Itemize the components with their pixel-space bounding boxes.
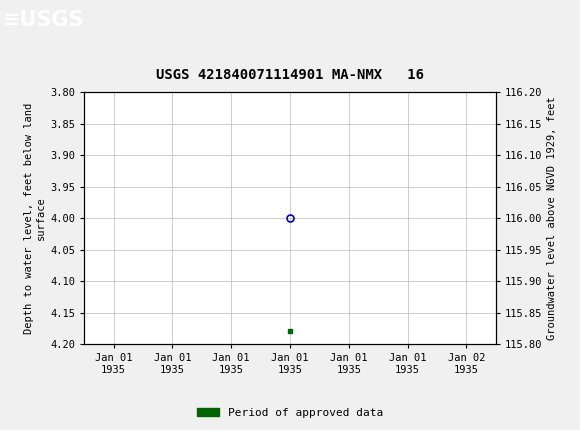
- Text: USGS 421840071114901 MA-NMX   16: USGS 421840071114901 MA-NMX 16: [156, 68, 424, 82]
- Y-axis label: Depth to water level, feet below land
surface: Depth to water level, feet below land su…: [24, 103, 46, 334]
- Text: ≡USGS: ≡USGS: [3, 10, 85, 31]
- Y-axis label: Groundwater level above NGVD 1929, feet: Groundwater level above NGVD 1929, feet: [546, 96, 557, 340]
- Legend: Period of approved data: Period of approved data: [193, 403, 387, 422]
